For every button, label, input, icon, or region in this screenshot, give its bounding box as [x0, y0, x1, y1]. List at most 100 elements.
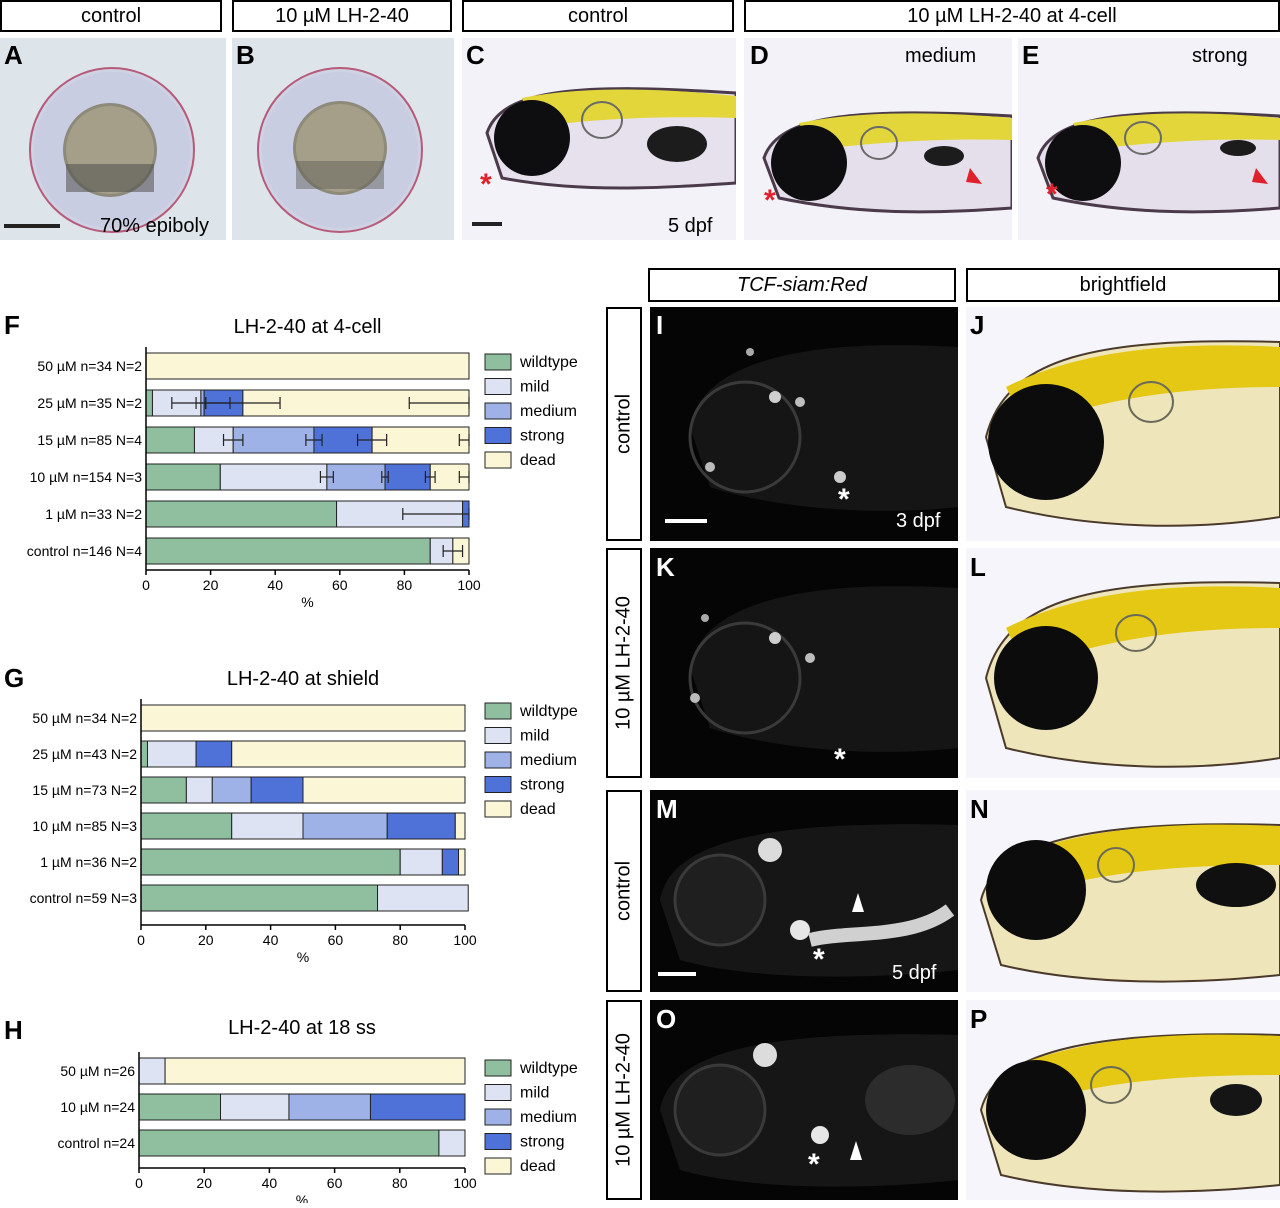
stage-label: 70% epiboly: [100, 215, 209, 237]
row-label-treated-5dpf: 10 µM LH-2-40: [606, 1000, 642, 1200]
fluorescence-drawing: [660, 1034, 958, 1187]
panel-o-fluorescence-image: [650, 1000, 958, 1200]
header-label: control: [567, 4, 629, 27]
legend-label-wildtype: wildtype: [519, 1060, 578, 1077]
bar-segment-mild: [219, 463, 328, 491]
bar-segment-medium: [232, 426, 315, 454]
bar-segment-dead: [302, 776, 466, 804]
panel-letter-f: F: [4, 310, 20, 340]
x-axis-label: %: [301, 594, 313, 610]
x-tick-label: 20: [196, 1175, 212, 1191]
panel-letter-k: K: [656, 552, 675, 582]
x-tick-label: 40: [262, 1175, 278, 1191]
legend-swatch-dead: [484, 800, 512, 818]
x-tick-label: 40: [263, 932, 279, 948]
bar-segment-dead: [454, 812, 466, 840]
bar-segment-wildtype: [145, 463, 221, 491]
x-tick-label: 80: [392, 932, 408, 948]
chart-title: LH-2-40 at 4-cell: [234, 316, 382, 338]
bar-segment-wildtype: [138, 1093, 221, 1121]
panel-m-fluorescence-image: [650, 790, 958, 992]
category-label: 50 µM n=26: [60, 1063, 135, 1079]
category-label: control n=146 N=4: [27, 543, 142, 559]
header-control-c: control: [462, 0, 734, 32]
bar-segment-medium: [302, 812, 388, 840]
legend-swatch-medium: [484, 751, 512, 769]
bar-segment-mild: [146, 740, 197, 768]
bar-segment-strong: [384, 463, 431, 491]
bar-segment-strong: [386, 812, 456, 840]
panel-d-larva-image: [744, 38, 1012, 240]
panel-letter-d: D: [750, 40, 769, 70]
severity-label-medium: medium: [905, 45, 977, 67]
chart-f-svg: LH-2-40 at 4-cell 50 µM n=34 N=2 25 µM n=3…: [27, 316, 578, 610]
panel-letter-j: J: [970, 310, 985, 340]
legend-swatch-dead: [484, 1157, 512, 1175]
x-tick-label: 60: [332, 577, 348, 593]
bar-segment-wildtype: [140, 812, 233, 840]
header-fluorescence: TCF-siam:Red: [648, 268, 956, 302]
legend-label-wildtype: wildtype: [519, 354, 578, 371]
legend-label-medium: medium: [520, 1109, 577, 1126]
category-label: 10 µM n=85 N=3: [32, 818, 137, 834]
bar-segment-mild: [231, 812, 304, 840]
age-label: 3 dpf: [896, 510, 941, 532]
x-tick-label: 100: [457, 577, 481, 593]
legend-swatch-mild: [484, 378, 512, 395]
x-axis-label: %: [296, 1192, 308, 1203]
category-label: 25 µM n=43 N=2: [32, 746, 137, 762]
panel-b-embryo-image: [232, 38, 454, 240]
x-tick-label: 0: [137, 932, 145, 948]
chart-title: LH-2-40 at 18 ss: [228, 1017, 376, 1039]
legend-swatch-wildtype: [484, 702, 512, 720]
bar-segment-strong: [441, 848, 460, 876]
bar-segment-medium: [211, 776, 252, 804]
category-label: 15 µM n=85 N=4: [37, 432, 142, 448]
legend-label-medium: medium: [520, 752, 577, 769]
chart-h-svg: LH-2-40 at 18 ss 50 µM n=26 10 µM n=24 cont…: [58, 1017, 578, 1208]
brightfield-drawing: [979, 823, 1280, 983]
category-label: control n=24: [58, 1135, 136, 1151]
x-tick-label: 20: [198, 932, 214, 948]
bar-segment-wildtype: [140, 884, 379, 912]
panel-j-brightfield-image: [966, 307, 1280, 541]
row-label-text: 10 µM LH-2-40: [612, 596, 635, 730]
panel-letter-p: P: [970, 1004, 988, 1034]
legend-label-dead: dead: [520, 452, 556, 469]
embryo-drawing: [257, 67, 423, 233]
bar-segment-medium: [288, 1093, 371, 1121]
x-axis-label: %: [297, 949, 309, 965]
category-label: 50 µM n=34 N=2: [37, 358, 142, 374]
severity-label-strong: strong: [1192, 45, 1248, 67]
x-tick-label: 60: [328, 932, 344, 948]
panel-letter-l: L: [970, 552, 986, 582]
legend-swatch-wildtype: [484, 1059, 512, 1077]
category-label: 10 µM n=154 N=3: [30, 469, 143, 485]
panel-n-brightfield-image: [966, 790, 1280, 992]
brightfield-drawing: [979, 1033, 1280, 1193]
legend-label-dead: dead: [520, 801, 556, 818]
jaw-asterisk: *: [480, 168, 492, 201]
bar-segment-mild: [138, 1057, 166, 1085]
jaw-asterisk: *: [1046, 178, 1058, 211]
bar-segment-wildtype: [145, 389, 153, 417]
fluorescence-drawing: [688, 586, 958, 752]
header-label: 10 µM LH-2-40 at 4-cell: [907, 4, 1117, 27]
panel-letter-i: I: [656, 310, 664, 340]
panel-letter-g: G: [4, 663, 25, 693]
heart-asterisk: *: [834, 743, 846, 776]
x-tick-label: 80: [397, 577, 413, 593]
header-control-a: control: [0, 0, 222, 32]
header-treated-de: 10 µM LH-2-40 at 4-cell: [744, 0, 1280, 32]
row-label-text: 10 µM LH-2-40: [612, 1033, 635, 1167]
legend-swatch-strong: [484, 1133, 512, 1150]
x-tick-label: 40: [267, 577, 283, 593]
bar-segment-dead: [140, 704, 466, 732]
legend-swatch-wildtype: [484, 353, 512, 371]
embryo-drawing: [4, 67, 195, 233]
x-tick-label: 0: [135, 1175, 143, 1191]
larva-drawing: [472, 87, 736, 226]
panel-letter-m: M: [656, 794, 678, 824]
row-label-treated-3dpf: 10 µM LH-2-40: [606, 548, 642, 778]
category-label: 15 µM n=73 N=2: [32, 782, 137, 798]
